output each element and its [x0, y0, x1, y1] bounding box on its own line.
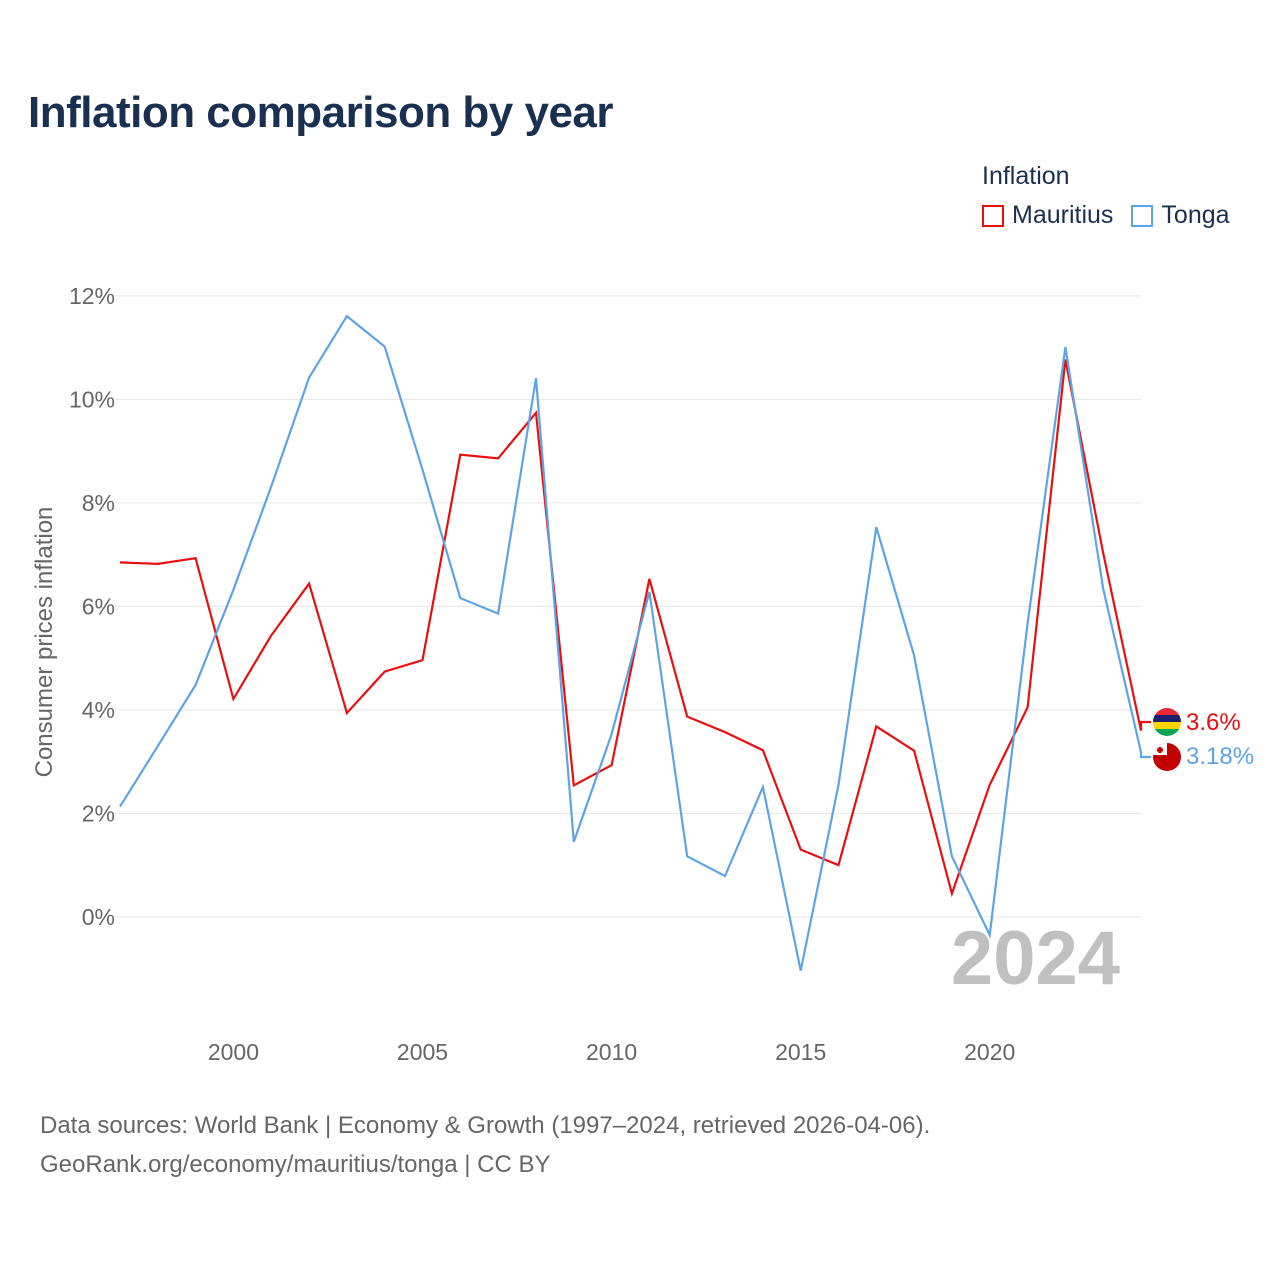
- end-markers: 3.6% 3.18%: [1153, 708, 1254, 771]
- x-tick-label: 2010: [586, 1039, 637, 1065]
- source-line-2[interactable]: GeoRank.org/economy/mauritius/tonga | CC…: [40, 1151, 551, 1178]
- y-tick-label: 0%: [82, 904, 115, 930]
- y-axis-ticks: 0% 2% 4% 6% 8% 10% 12%: [69, 283, 115, 930]
- x-axis-ticks: 2000 2005 2010 2015 2020: [208, 1039, 1015, 1065]
- mauritius-end-label: 3.6%: [1186, 709, 1241, 736]
- legend-swatch-tonga: [1131, 204, 1154, 227]
- legend-label-tonga: Tonga: [1161, 201, 1230, 229]
- legend-title: Inflation: [982, 162, 1070, 190]
- tonga-flag-icon: [1153, 743, 1181, 771]
- source-line-1: Data sources: World Bank | Economy & Gro…: [40, 1112, 931, 1139]
- year-watermark: 2024: [951, 916, 1120, 1001]
- y-tick-label: 8%: [82, 490, 115, 516]
- series-lines: [119, 314, 1151, 971]
- y-tick-label: 10%: [69, 386, 115, 412]
- tonga-end-label: 3.18%: [1186, 743, 1254, 770]
- series-line-tonga: [119, 314, 1151, 971]
- y-axis-label: Consumer prices inflation: [31, 507, 58, 778]
- grid: [115, 295, 1141, 918]
- source-note: Data sources: World Bank | Economy & Gro…: [40, 1106, 930, 1184]
- y-tick-label: 12%: [69, 283, 115, 309]
- legend: Inflation Mauritius Tonga: [982, 162, 1230, 230]
- y-tick-label: 4%: [82, 697, 115, 723]
- y-tick-label: 6%: [82, 593, 115, 619]
- legend-swatch-mauritius: [982, 204, 1004, 227]
- x-tick-label: 2015: [775, 1039, 826, 1065]
- x-tick-label: 2000: [208, 1039, 259, 1065]
- x-tick-label: 2005: [397, 1039, 448, 1065]
- chart-title: Inflation comparison by year: [28, 88, 614, 137]
- x-tick-label: 2020: [964, 1039, 1015, 1065]
- mauritius-flag-icon: [1153, 708, 1181, 736]
- y-tick-label: 2%: [82, 800, 115, 826]
- legend-item-mauritius[interactable]: Mauritius: [982, 201, 1113, 230]
- legend-label-mauritius: Mauritius: [1012, 201, 1114, 229]
- legend-item-tonga[interactable]: Tonga: [1131, 201, 1230, 230]
- series-line-mauritius: [119, 359, 1151, 898]
